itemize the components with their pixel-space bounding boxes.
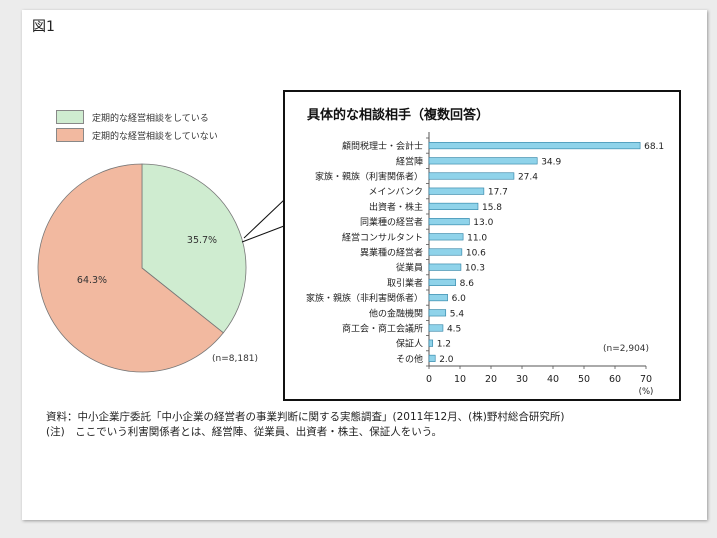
pie-slice-label: 64.3%	[77, 275, 107, 286]
legend-swatch-not-consulting	[56, 128, 84, 142]
bar-chart-title: 具体的な相談相手（複数回答）	[307, 108, 490, 123]
source-line: 資料：中小企業庁委託「中小企業の経営者の事業判断に関する実態調査」(2011年1…	[46, 411, 565, 423]
bar-value-label: 68.1	[644, 142, 664, 152]
bar-value-label: 4.5	[447, 325, 461, 335]
bar	[428, 263, 462, 271]
pie-slice	[37, 163, 224, 373]
bar-value-label: 15.8	[482, 203, 502, 213]
bar	[428, 294, 448, 302]
bar	[428, 248, 463, 256]
bar-value-label: 6.0	[452, 294, 467, 304]
bar	[428, 233, 464, 241]
bar-category-label: 取引業者	[387, 277, 423, 289]
x-tick-label: 70	[640, 374, 652, 385]
legend-swatch-consulting	[56, 110, 84, 124]
legend-label-consulting: 定期的な経営相談をしている	[92, 113, 209, 124]
bar-category-label: メインバンク	[369, 187, 423, 198]
legend-item-not-consulting: 定期的な経営相談をしていない	[56, 126, 218, 144]
x-tick-label: 50	[578, 374, 590, 385]
bar-category-label: 顧問税理士・会計士	[342, 140, 423, 152]
bar-value-label: 1.2	[437, 340, 451, 350]
bar	[428, 218, 470, 226]
note-line: (注) ここでいう利害関係者とは、経営陣、従業員、出資者・株主、保証人をいう。	[46, 426, 443, 438]
bar-category-label: 家族・親族（利害関係者）	[315, 171, 423, 183]
bar	[428, 142, 641, 150]
x-tick-label: 30	[516, 374, 528, 385]
pie-chart: 35.7% 64.3%	[37, 163, 247, 373]
legend-label-not-consulting: 定期的な経営相談をしていない	[92, 131, 218, 142]
bar-chart: 顧問税理士・会計士 68.1 経営陣 34.9 家族・親族（利害関係者） 27.4 メインバ…	[306, 132, 664, 397]
bar-category-label: 家族・親族（非利害関係者）	[306, 292, 423, 304]
pie-sample-size: (n=8,181)	[212, 354, 259, 364]
detail-panel: 具体的な相談相手（複数回答） 顧問税理士・会計士 68.1 経営陣 34.9 家族・親族…	[283, 90, 681, 401]
connector-line-top	[243, 199, 285, 239]
bar-category-label: 商工会・商工会議所	[342, 323, 423, 335]
bar	[428, 354, 436, 362]
bar-category-label: 保証人	[396, 338, 423, 350]
bar	[428, 172, 515, 180]
bar-value-label: 34.9	[541, 157, 561, 167]
bar-value-label: 5.4	[450, 309, 465, 319]
bar	[428, 187, 485, 195]
slide: 図1 定期的な経営相談をしている 定期的な経営相談をしていない 35.7% 64.…	[22, 10, 707, 520]
legend-item-consulting: 定期的な経営相談をしている	[56, 108, 218, 126]
x-tick-label: 20	[485, 374, 497, 385]
pie-legend: 定期的な経営相談をしている 定期的な経営相談をしていない	[56, 108, 218, 144]
bar-value-label: 10.3	[465, 264, 485, 274]
x-tick-label: 0	[426, 374, 432, 385]
bar	[428, 157, 538, 165]
figure-label: 図1	[32, 19, 55, 35]
pie-slice-label: 35.7%	[187, 235, 217, 246]
source-notes: 資料：中小企業庁委託「中小企業の経営者の事業判断に関する実態調査」(2011年1…	[46, 410, 564, 440]
bar-value-label: 2.0	[439, 355, 454, 365]
bar-value-label: 11.0	[467, 233, 487, 243]
bar-value-label: 13.0	[473, 218, 493, 228]
bar	[428, 339, 434, 347]
x-tick-label: 60	[609, 374, 621, 385]
bar-sample-size: (n=2,904)	[603, 344, 650, 354]
bar-value-label: 8.6	[460, 279, 475, 289]
bar	[428, 202, 479, 210]
bar	[428, 324, 444, 332]
bar-category-label: 経営陣	[396, 155, 423, 167]
bar	[428, 278, 456, 286]
bar-category-label: 同業種の経営者	[360, 216, 423, 228]
bar-category-label: 経営コンサルタント	[342, 231, 423, 243]
bar-value-label: 10.6	[466, 249, 486, 259]
bar-value-label: 17.7	[488, 188, 508, 198]
pie-slice	[141, 163, 247, 334]
bar-category-label: 出資者・株主	[369, 201, 423, 213]
x-tick-label: 40	[547, 374, 559, 385]
x-tick-label: 10	[454, 374, 466, 385]
connector-line-bottom	[241, 225, 285, 243]
callout-connector	[241, 199, 285, 243]
bar	[428, 309, 447, 317]
x-axis-unit: (%)	[639, 387, 654, 397]
bar-value-label: 27.4	[518, 173, 538, 183]
bar-category-label: 従業員	[396, 262, 423, 274]
bar-category-label: 異業種の経営者	[360, 247, 423, 259]
bar-category-label: その他	[396, 353, 423, 365]
bar-category-label: 他の金融機関	[369, 307, 423, 319]
